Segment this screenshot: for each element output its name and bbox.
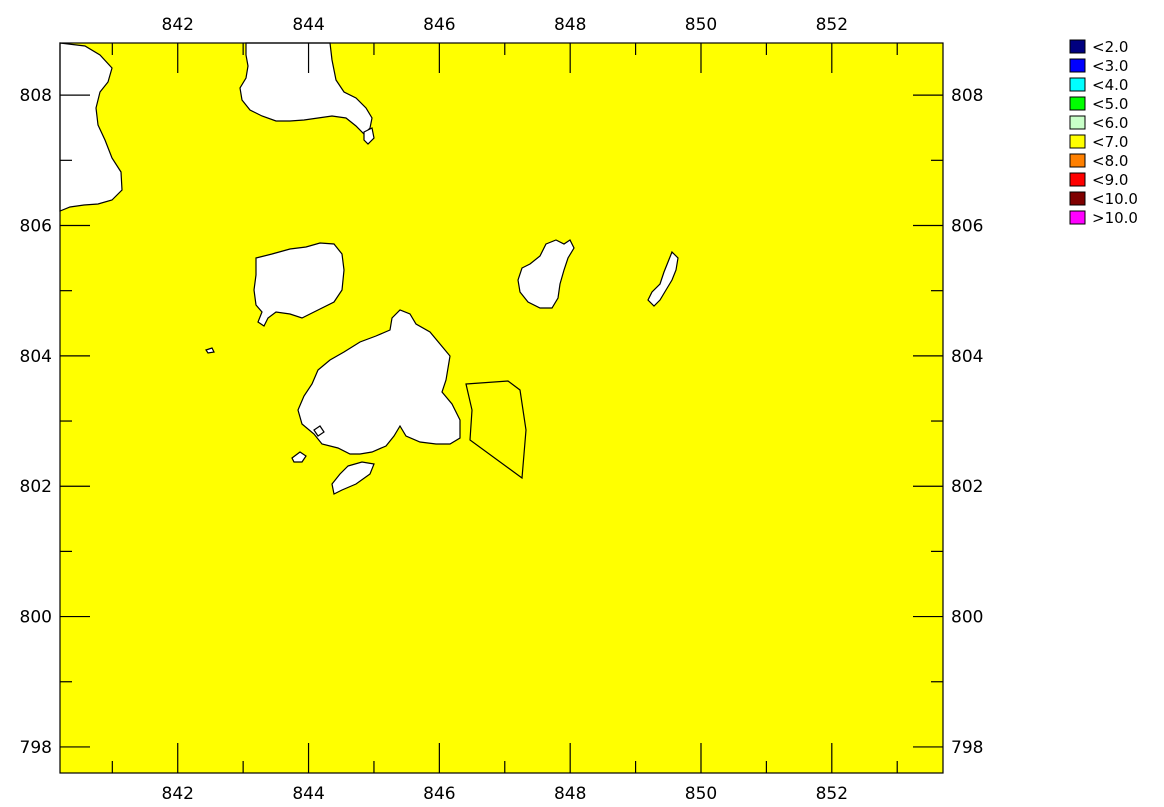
legend-label: <6.0 (1092, 114, 1128, 132)
legend-label: <8.0 (1092, 152, 1128, 170)
y-tick-label-right: 798 (951, 738, 983, 758)
x-tick-label-top: 842 (162, 15, 194, 35)
legend-swatch (1069, 210, 1086, 225)
x-tick-label-top: 844 (292, 15, 324, 35)
land-islet-sw (291, 451, 307, 463)
map-frame (59, 42, 944, 774)
legend-label: <5.0 (1092, 95, 1128, 113)
land-islet-small (313, 425, 325, 437)
legend-swatch (1069, 153, 1086, 168)
map-plot-area (60, 43, 943, 773)
x-tick-label-bottom: 852 (816, 784, 848, 804)
y-tick-label-left: 802 (20, 477, 52, 497)
land-north-islet (363, 127, 375, 145)
legend-label: <9.0 (1092, 171, 1128, 189)
land-masses (59, 42, 679, 495)
axis-ticks (60, 43, 943, 773)
y-tick-label-right: 804 (951, 347, 983, 367)
legend-swatch (1069, 96, 1086, 111)
legend-label: >10.0 (1092, 209, 1138, 227)
land-island-central (297, 309, 461, 455)
y-tick-label-right: 802 (951, 477, 983, 497)
x-tick-label-bottom: 844 (292, 784, 324, 804)
legend-swatch (1069, 77, 1086, 92)
x-tick-label-top: 852 (816, 15, 848, 35)
x-tick-label-top: 846 (423, 15, 455, 35)
x-tick-label-bottom: 850 (685, 784, 717, 804)
x-tick-label-top: 850 (685, 15, 717, 35)
land-island-west (253, 242, 345, 327)
legend-label: <3.0 (1092, 57, 1128, 75)
legend-label: <2.0 (1092, 38, 1128, 56)
y-tick-label-left: 808 (20, 86, 52, 106)
boundary-polygon (465, 380, 527, 480)
y-tick-label-left: 804 (20, 347, 52, 367)
legend-swatch (1069, 172, 1086, 187)
x-tick-label-bottom: 848 (554, 784, 586, 804)
land-west-coast (59, 42, 123, 212)
axis-tick-labels: 842 842 844 844 846 846 848 848 850 850 852 852 798 7… (20, 15, 984, 804)
legend-label: <10.0 (1092, 190, 1138, 208)
y-tick-label-right: 800 (951, 608, 983, 628)
legend-label: <7.0 (1092, 133, 1128, 151)
legend-swatch (1069, 58, 1086, 73)
land-islet-west (205, 347, 215, 354)
legend: <2.0<3.0<4.0<5.0<6.0<7.0<8.0<9.0<10.0>10… (1069, 38, 1138, 227)
legend-swatch (1069, 115, 1086, 130)
land-island-east-1 (517, 239, 575, 309)
legend-label: <4.0 (1092, 76, 1128, 94)
land-island-south (331, 461, 375, 495)
legend-swatch (1069, 134, 1086, 149)
y-tick-label-left: 800 (20, 608, 52, 628)
y-tick-label-left: 806 (20, 217, 52, 237)
x-tick-label-bottom: 842 (162, 784, 194, 804)
x-tick-label-top: 848 (554, 15, 586, 35)
legend-swatch (1069, 39, 1086, 54)
legend-swatch (1069, 191, 1086, 206)
x-tick-label-bottom: 846 (423, 784, 455, 804)
y-tick-label-right: 808 (951, 86, 983, 106)
y-tick-label-left: 798 (20, 738, 52, 758)
land-north-coast (239, 42, 373, 135)
y-tick-label-right: 806 (951, 217, 983, 237)
land-island-east-2 (647, 250, 679, 307)
